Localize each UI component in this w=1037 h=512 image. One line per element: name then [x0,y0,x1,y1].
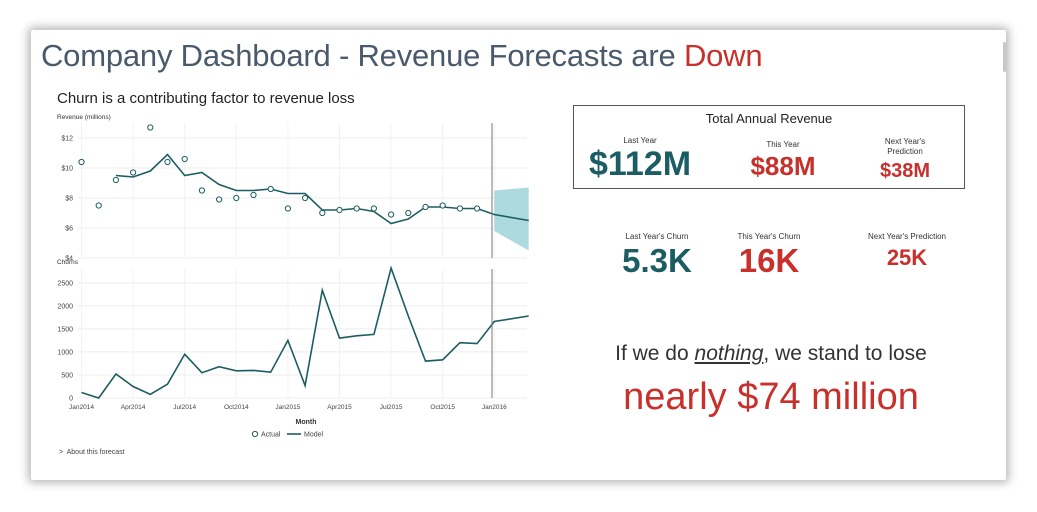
actual-point [302,194,309,202]
dashboard-slide: Company Dashboard - Revenue Forecasts ar… [31,30,1006,480]
next-year-revenue-label: Next Year's Prediction [884,137,926,156]
chevron-right-icon: > [59,449,64,456]
loss-message-line2: nearly $74 million [623,376,919,418]
actual-point [456,205,463,212]
x-tick-label: Oct2014 [224,404,249,411]
actual-point [233,194,240,202]
chart-legend: Actual Model [251,430,324,439]
churn-axis-label: Churns [57,259,79,266]
revenue-y-tick-label: $12 [61,136,73,143]
this-year-revenue-label: This Year [766,140,800,149]
title-emphasis: Down [683,38,763,73]
churn-y-tick-label: 2500 [57,280,73,287]
chart-title: Churn is a contributing factor to revenu… [57,90,355,107]
actual-point [181,155,188,163]
about-forecast-link[interactable]: > About this forecast [59,449,125,456]
last-year-churn-value: 5.3K [622,242,692,279]
churn-y-ticks: 0 500 1000 1500 2000 2500 [57,280,73,402]
actual-point [370,205,377,212]
churn-y-tick-label: 500 [61,372,73,379]
actual-point [198,187,205,194]
next-year-churn-value: 25K [886,245,928,270]
actual-point [130,169,137,176]
x-tick-label: Apr2015 [327,404,352,411]
actual-point [353,205,360,212]
last-year-churn-label: Last Year's Churn [625,232,689,241]
this-year-revenue-value: $88M [750,151,816,181]
actual-point [388,211,395,218]
scrollbar-thumb[interactable] [1003,42,1006,72]
this-year-churn-value: 16K [738,242,800,279]
churn-line [81,265,529,399]
next-year-churn-label: Next Year's Prediction [867,232,946,241]
churn-y-tick-label: 2000 [57,303,73,310]
this-year-churn-label: This Year's Churn [737,232,801,241]
actual-point [474,205,481,212]
actual-point [216,196,223,203]
page-title: Company Dashboard - Revenue Forecasts ar… [41,38,763,74]
legend-model-label: Model [304,432,324,439]
about-forecast-label: About this forecast [66,449,125,456]
actual-point [284,205,291,212]
next-year-revenue-value: $38M [879,160,931,182]
loss-message-line1: If we do nothing, we stand to lose [551,342,991,366]
model-line [115,153,529,225]
revenue-y-tick-label: $4 [65,256,73,263]
message-emphasis: nothing [694,342,764,365]
x-tick-label: Oct2015 [430,404,455,411]
x-tick-label: Jul2015 [380,404,403,411]
forecast-band [494,187,529,251]
actual-point [147,124,154,131]
actual-point [405,209,412,217]
actual-point [112,176,120,184]
revenue-y-tick-label: $8 [65,196,73,203]
actual-point [439,202,446,209]
actual-point [319,209,326,217]
x-tick-label: Jul2014 [173,404,196,411]
message-prefix: If we do [615,342,689,365]
month-x-ticks: Jan2014 Apr2014 Jul2014 Oct2014 Jan2015 Apr20… [69,404,507,411]
legend-actual-marker [251,430,259,438]
message-suffix: , we stand to lose [763,342,927,365]
last-year-revenue-label: Last Year [623,136,657,145]
revenue-y-tick-label: $6 [65,226,73,233]
revenue-box-title: Total Annual Revenue [705,111,833,126]
revenue-churn-chart: Revenue (millions) Churns $4 $6 $8 $10 $12 0… [57,114,529,439]
churn-grid [78,269,527,399]
x-tick-label: Jan2014 [69,404,94,411]
actual-point [95,202,102,209]
x-axis-label: Month [296,419,317,426]
actual-points [78,124,481,218]
churn-y-tick-label: 0 [69,396,73,403]
x-tick-label: Apr2014 [121,404,146,411]
actual-point [78,158,85,166]
actual-point [422,203,429,211]
churn-y-tick-label: 1000 [57,349,73,356]
total-revenue-box: Total Annual Revenue Last Year $112M Thi… [573,105,965,189]
last-year-revenue-value: $112M [588,145,692,183]
actual-point [164,158,171,166]
x-tick-label: Jan2016 [482,404,507,411]
x-tick-label: Jan2015 [275,404,300,411]
legend-actual-label: Actual [261,432,281,439]
actual-point [250,191,257,199]
title-text: Company Dashboard - Revenue Forecasts ar… [41,38,676,73]
revenue-grid [78,123,527,259]
actual-point [336,206,343,214]
revenue-y-ticks: $4 $6 $8 $10 $12 [61,136,73,263]
actual-point [267,185,274,193]
revenue-axis-label: Revenue (millions) [57,114,111,121]
revenue-y-tick-label: $10 [61,166,73,173]
churn-y-tick-label: 1500 [57,326,73,333]
